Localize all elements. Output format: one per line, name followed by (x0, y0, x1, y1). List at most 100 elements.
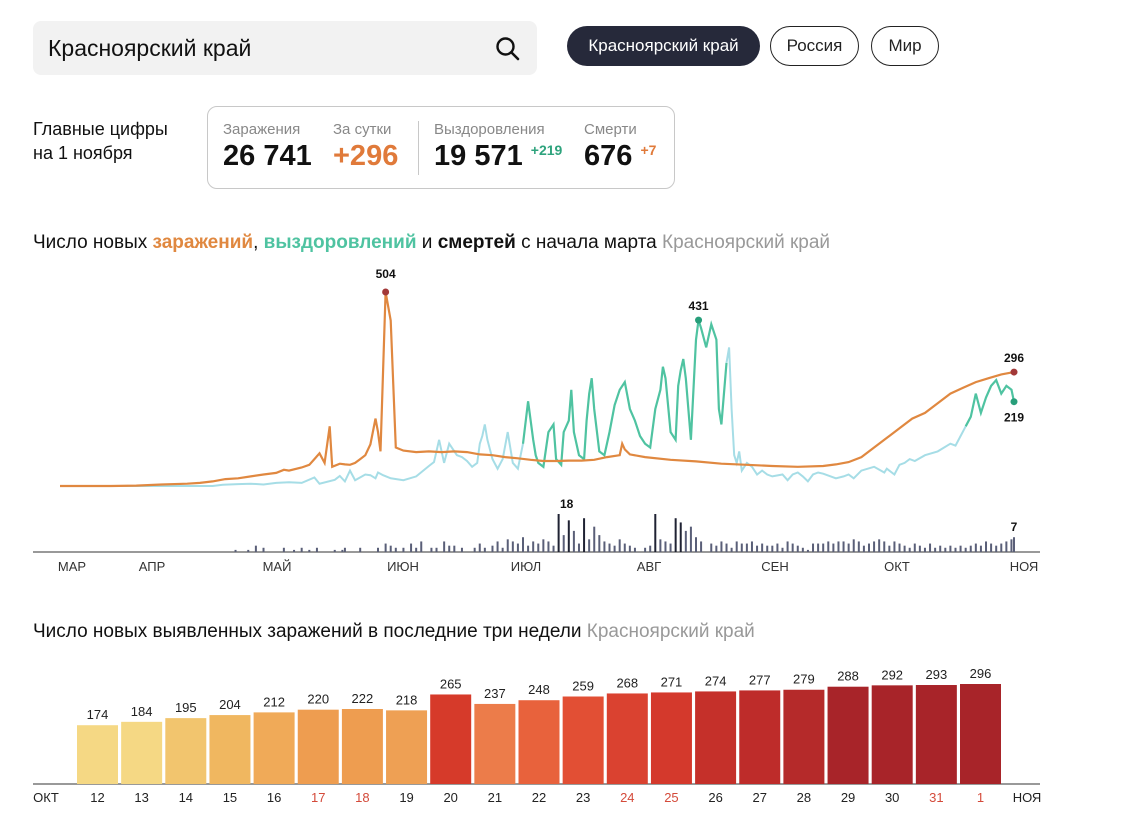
infection-bar (165, 718, 207, 784)
deaths-bar (389, 545, 392, 552)
main-figures-title: Главные цифры (33, 119, 168, 139)
main-figures-label: Главные цифры на 1 ноября (33, 117, 168, 165)
deaths-bar (522, 537, 525, 552)
deaths-bar (715, 545, 718, 552)
stat-recoveries-delta: +219 (530, 142, 563, 158)
deaths-bar (527, 545, 530, 552)
deaths-bar (689, 526, 692, 552)
chart1-title-region: Красноярский край (662, 232, 831, 253)
deaths-bar (761, 543, 764, 552)
infection-bar (871, 685, 913, 784)
bar-category-label: 29 (841, 790, 855, 805)
deaths-bar (293, 549, 296, 552)
deaths-bar (725, 543, 728, 552)
chart2-title-text: Число новых выявленных заражений в после… (33, 621, 582, 642)
bar-category-label: 19 (399, 790, 413, 805)
infection-bar (606, 693, 648, 784)
deaths-bar (669, 543, 672, 552)
deaths-bar (537, 543, 540, 552)
bar-category-label: 23 (576, 790, 590, 805)
deaths-bar (664, 541, 667, 552)
deaths-bar (745, 543, 748, 552)
deaths-bar (262, 547, 265, 552)
peak-label: 296 (1004, 351, 1024, 365)
deaths-bar (974, 543, 977, 552)
bar-category-label: 27 (753, 790, 767, 805)
stat-infections: Заражения 26 741 (223, 121, 312, 173)
tab-krasnoyarsk[interactable]: Красноярский край (567, 26, 760, 66)
deaths-label: 18 (560, 497, 574, 511)
chart2-title: Число новых выявленных заражений в после… (33, 621, 755, 643)
deaths-bar (384, 543, 387, 552)
deaths-bar (934, 547, 937, 552)
deaths-bar (628, 545, 631, 552)
chart2-title-region: Красноярский край (586, 621, 755, 642)
search-icon[interactable] (495, 36, 521, 62)
deaths-bar (923, 547, 926, 552)
deaths-bar (893, 541, 896, 552)
bar-value-label: 265 (440, 676, 462, 691)
bar-category-label: 1 (977, 790, 984, 805)
bar-category-label: 12 (90, 790, 104, 805)
bar-value-label: 212 (263, 694, 285, 709)
infection-bar (915, 685, 957, 784)
deaths-bar (867, 543, 870, 552)
deaths-bar (633, 547, 636, 552)
deaths-bar (695, 537, 697, 552)
deaths-bar (557, 514, 560, 552)
bar-category-label: 17 (311, 790, 325, 805)
deaths-bar (308, 549, 311, 552)
chart1-month-tick: ОКТ (884, 559, 910, 574)
deaths-bar (903, 545, 906, 552)
search-input[interactable]: Красноярский край (48, 35, 252, 61)
bar-value-label: 271 (661, 674, 683, 689)
deaths-bar (577, 543, 580, 552)
stat-infections-label: Заражения (223, 121, 301, 138)
deaths-bar (443, 541, 446, 552)
deaths-bar (282, 547, 285, 552)
infection-bar (341, 709, 383, 784)
deaths-bar (1000, 543, 1003, 552)
bar-value-label: 174 (87, 707, 109, 722)
infection-bar (209, 715, 251, 784)
deaths-bar (1010, 539, 1013, 552)
deaths-bar (583, 518, 586, 552)
deaths-bar (516, 543, 519, 552)
bar-value-label: 222 (352, 691, 374, 706)
deaths-bar (740, 543, 743, 552)
deaths-bar (990, 543, 993, 552)
tab-world[interactable]: Мир (871, 26, 939, 66)
chart1-title-prefix: Число новых (33, 232, 153, 253)
chart2-end-label: НОЯ (1013, 790, 1042, 805)
stat-deaths-value: 676 (584, 140, 633, 172)
bar-category-label: 25 (664, 790, 678, 805)
deaths-bar (873, 541, 876, 552)
deaths-bar (618, 539, 621, 552)
chart1-month-tick: МАР (58, 559, 86, 574)
deaths-bar (473, 547, 476, 552)
recoveries-line (521, 319, 728, 469)
deaths-bar (898, 543, 901, 552)
deaths-bar (720, 541, 723, 552)
deaths-bar (781, 547, 784, 552)
deaths-bar (435, 547, 438, 552)
deaths-bar (883, 541, 886, 552)
deaths-bar (857, 541, 860, 552)
tab-russia[interactable]: Россия (770, 26, 859, 66)
chart2-svg: 174 12 184 13 195 14 204 15 212 16 220 17 222 18 218 19… (33, 666, 1042, 805)
bar-category-label: 16 (267, 790, 281, 805)
deaths-bar (532, 541, 535, 552)
deaths-bar (832, 543, 835, 552)
stat-recoveries-value: 19 571 (434, 140, 523, 172)
bar-value-label: 274 (705, 673, 727, 688)
bar-category-label: 15 (223, 790, 237, 805)
infection-bar (695, 691, 737, 784)
deaths-bar (410, 543, 413, 552)
bar-value-label: 296 (970, 666, 992, 681)
peak-label: 504 (376, 267, 396, 281)
search-box[interactable]: Красноярский край (33, 21, 537, 75)
deaths-bar (644, 547, 647, 552)
deaths-bar (812, 543, 815, 552)
bar-value-label: 248 (528, 682, 550, 697)
deaths-bar (827, 541, 830, 552)
